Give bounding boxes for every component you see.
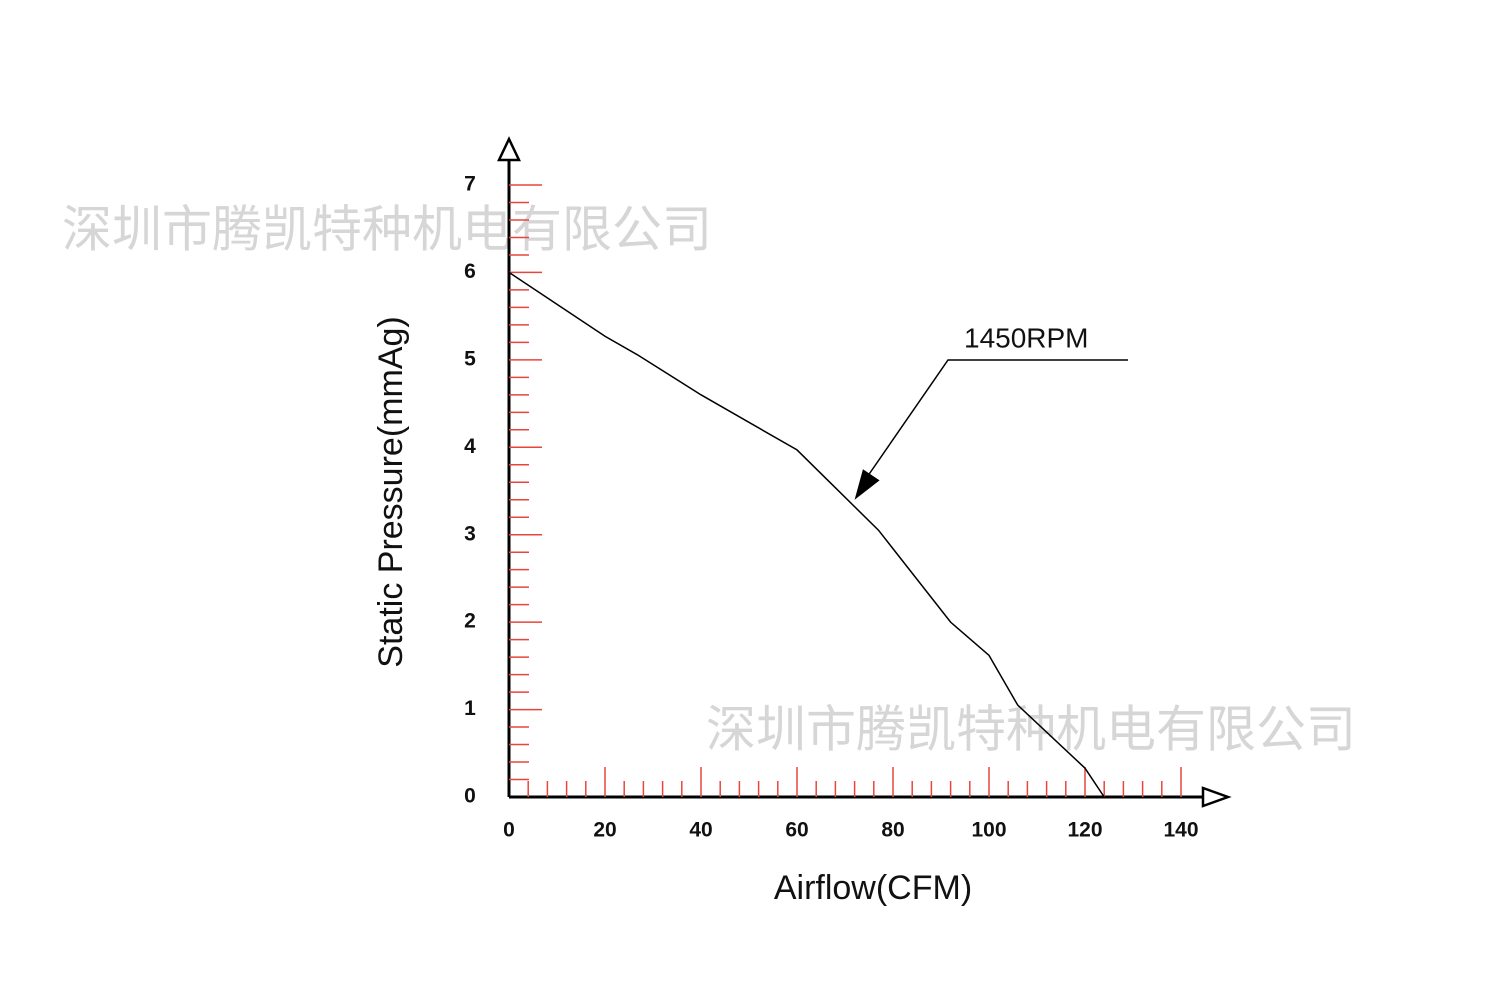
watermark: 深圳市腾凯特种机电有限公司 (706, 701, 1356, 759)
watermark: 深圳市腾凯特种机电有限公司 (62, 201, 712, 259)
y-tick-label: 6 (464, 260, 476, 283)
y-tick-label: 4 (464, 435, 476, 458)
x-tick-label: 80 (881, 819, 904, 842)
x-tick-label: 60 (785, 819, 808, 842)
annotation-line (865, 359, 1128, 479)
y-tick-label: 1 (464, 697, 476, 720)
y-axis-arrow (497, 136, 521, 162)
x-axis-arrow (1201, 786, 1232, 808)
x-tick-label: 40 (689, 819, 712, 842)
annotation-arrow (854, 469, 880, 500)
y-axis-label: Static Pressure(mmAg) (372, 316, 410, 667)
x-axis-label: Airflow(CFM) (774, 869, 972, 907)
y-tick-label: 2 (464, 610, 476, 633)
x-tick-label: 0 (503, 819, 515, 842)
x-tick-label: 20 (593, 819, 616, 842)
annotation: 1450RPM (964, 322, 1089, 353)
y-tick-label: 5 (464, 347, 476, 370)
y-tick-label: 0 (464, 785, 476, 808)
y-tick-label: 7 (464, 173, 476, 196)
x-tick-label: 120 (1067, 819, 1102, 842)
x-tick-label: 140 (1163, 819, 1198, 842)
line (508, 271, 1105, 798)
y-tick-label: 3 (464, 522, 476, 545)
x-tick-label: 100 (971, 819, 1006, 842)
